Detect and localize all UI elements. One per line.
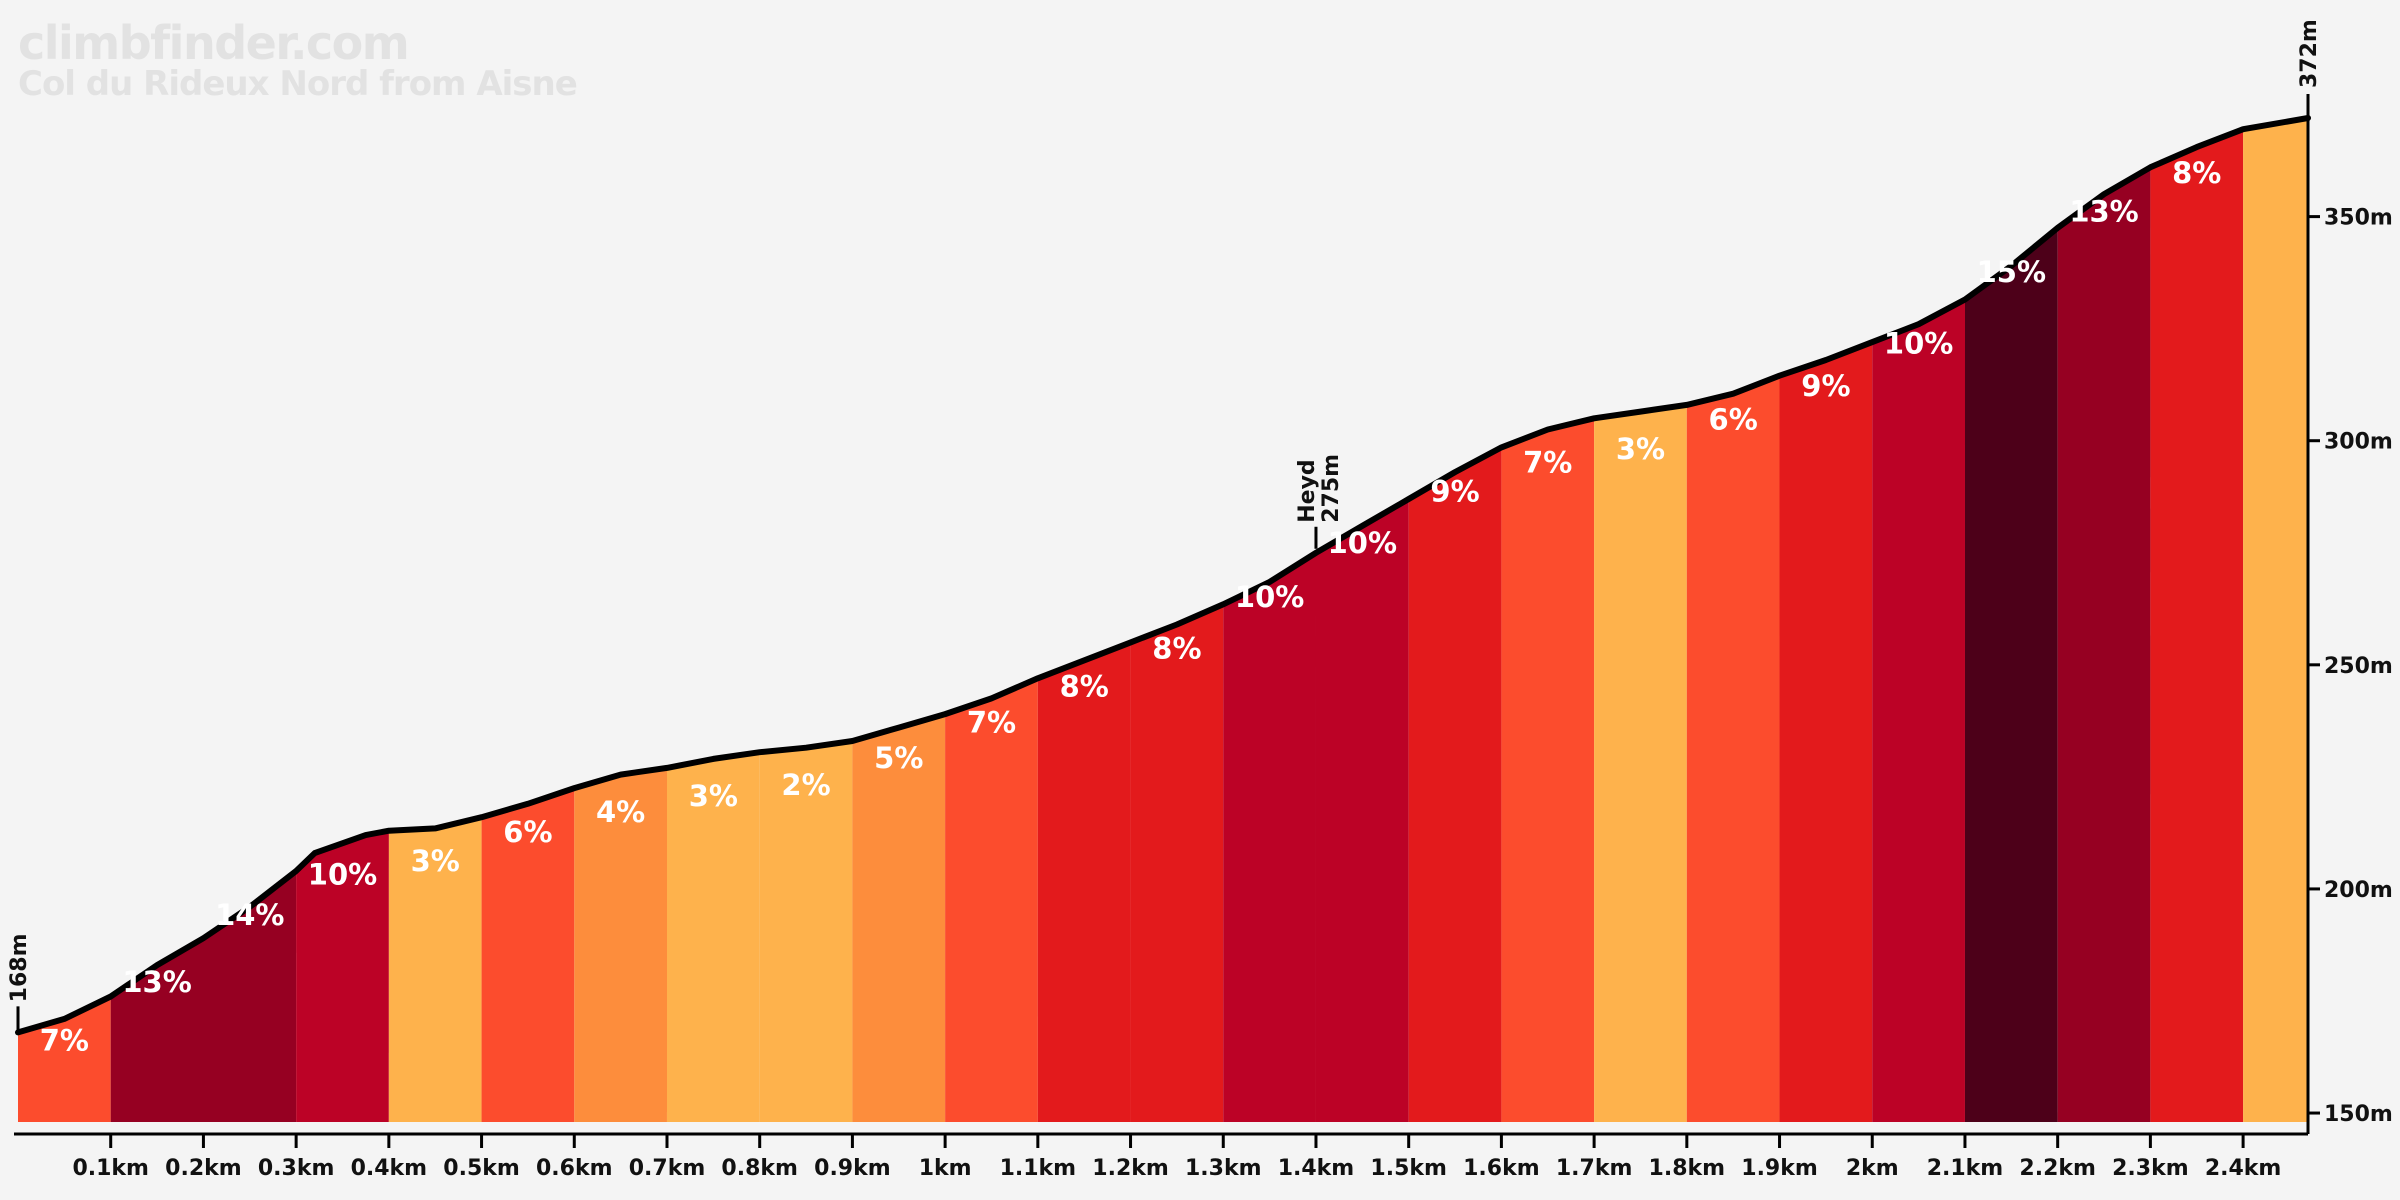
x-tick-label: 0.3km xyxy=(258,1156,335,1181)
waypoint-name: Heyd xyxy=(1295,459,1320,522)
gradient-label: 7% xyxy=(40,1024,89,1058)
gradient-segment xyxy=(1408,447,1502,1122)
x-tick-label: 1.5km xyxy=(1370,1156,1447,1181)
x-tick-label: 1.1km xyxy=(1000,1156,1077,1181)
gradient-labels: 7% 13% 14% 10% 3% 6% 4% 3% 2% 5% 7% 8% 8% 10% 10% 9% 7% 3… xyxy=(40,156,2222,1057)
x-tick-label: 1.3km xyxy=(1185,1156,1262,1181)
x-tick-label: 0.1km xyxy=(72,1156,149,1181)
gradient-label: 10% xyxy=(308,858,377,892)
gradient-segment xyxy=(1315,499,1409,1122)
gradient-segment xyxy=(1872,299,1965,1122)
y-tick-label: 350m xyxy=(2324,206,2393,231)
gradient-label: 2% xyxy=(781,768,830,802)
x-tick-label: 0.4km xyxy=(351,1156,428,1181)
gradient-segment xyxy=(1037,642,1131,1122)
gradient-label: 14% xyxy=(215,898,284,932)
gradient-segment xyxy=(945,678,1038,1122)
x-tick-label: 0.2km xyxy=(165,1156,242,1181)
gradient-label: 13% xyxy=(122,965,191,999)
x-tick-label: 0.8km xyxy=(721,1156,798,1181)
gradient-label: 6% xyxy=(503,815,552,849)
y-tick-label: 300m xyxy=(2324,430,2393,455)
gradient-segment xyxy=(574,767,667,1122)
x-tick-label: 0.7km xyxy=(629,1156,706,1181)
start-elevation-label: 168m xyxy=(7,933,32,1002)
x-tick-label: 1.7km xyxy=(1556,1156,1633,1181)
gradient-label: 8% xyxy=(1152,631,1201,665)
y-tick-label: 250m xyxy=(2324,654,2393,679)
gradient-segment xyxy=(1130,604,1224,1122)
gradient-segment xyxy=(1594,404,1687,1122)
x-tick-label: 2km xyxy=(1846,1156,1899,1181)
profile-line xyxy=(15,115,2311,1036)
gradient-segment xyxy=(852,714,946,1122)
gradient-segment xyxy=(666,752,760,1122)
gradient-segments xyxy=(18,118,2308,1123)
gradient-segment xyxy=(1686,375,1780,1122)
gradient-segment xyxy=(1223,552,1316,1122)
gradient-segment xyxy=(388,817,482,1122)
x-tick-label: 1.2km xyxy=(1092,1156,1169,1181)
x-tick-label: 2.3km xyxy=(2112,1156,2189,1181)
gradient-label: 7% xyxy=(1523,445,1572,479)
y-axis: 150m 200m 250m 300m 350m xyxy=(2306,118,2393,1134)
gradient-label: 15% xyxy=(1977,255,2046,289)
gradient-label: 8% xyxy=(2172,156,2221,190)
gradient-segment xyxy=(2057,167,2151,1123)
y-tick-label: 150m xyxy=(2324,1102,2393,1127)
gradient-label: 10% xyxy=(1884,327,1953,361)
x-tick-label: 1.4km xyxy=(1278,1156,1355,1181)
gradient-label: 3% xyxy=(1616,432,1665,466)
gradient-segment xyxy=(110,871,297,1122)
x-tick-label: 2.2km xyxy=(2019,1156,2096,1181)
gradient-segment xyxy=(1501,418,1595,1122)
y-tick-label: 200m xyxy=(2324,878,2393,903)
site-watermark: climbfinder.com xyxy=(18,16,410,70)
waypoint-elevation: 275m xyxy=(1319,454,1344,523)
gradient-label: 3% xyxy=(689,779,738,813)
gradient-label: 8% xyxy=(1060,669,1109,703)
x-tick-label: 2.1km xyxy=(1927,1156,2004,1181)
elevation-markers: 168m 372m Heyd 275m xyxy=(7,19,2322,1033)
x-tick-label: 2.4km xyxy=(2205,1156,2282,1181)
x-tick-label: 0.9km xyxy=(814,1156,891,1181)
gradient-label: 10% xyxy=(1328,526,1397,560)
x-tick-label: 1km xyxy=(919,1156,972,1181)
gradient-segment xyxy=(481,788,575,1122)
gradient-label: 13% xyxy=(2069,194,2138,228)
gradient-segment xyxy=(2150,129,2244,1122)
x-tick-label: 0.6km xyxy=(536,1156,613,1181)
x-tick-label: 0.5km xyxy=(443,1156,520,1181)
gradient-label: 6% xyxy=(1709,403,1758,437)
gradient-label: 7% xyxy=(967,705,1016,739)
gradient-segment xyxy=(18,996,111,1122)
gradient-label: 9% xyxy=(1430,474,1479,508)
gradient-label: 5% xyxy=(874,741,923,775)
x-tick-label: 1.6km xyxy=(1463,1156,1540,1181)
gradient-label: 3% xyxy=(411,844,460,878)
profile-outline xyxy=(15,115,2311,1036)
gradient-segment xyxy=(2243,118,2308,1122)
x-tick-label: 1.9km xyxy=(1741,1156,1818,1181)
x-axis: 0.1km 0.2km 0.3km 0.4km 0.5km 0.6km 0.7km 0.8km… xyxy=(14,1132,2308,1181)
gradient-segment xyxy=(296,830,389,1122)
climb-title: Col du Rideux Nord from Aisne xyxy=(18,64,578,104)
gradient-label: 4% xyxy=(596,795,645,829)
x-tick-label: 1.8km xyxy=(1649,1156,1726,1181)
gradient-segment xyxy=(759,741,853,1122)
gradient-label: 10% xyxy=(1235,580,1304,614)
summit-elevation-label: 372m xyxy=(2297,19,2322,88)
gradient-label: 9% xyxy=(1801,369,1850,403)
gradient-segment xyxy=(1779,342,1873,1123)
gradient-segment xyxy=(1964,227,2058,1123)
